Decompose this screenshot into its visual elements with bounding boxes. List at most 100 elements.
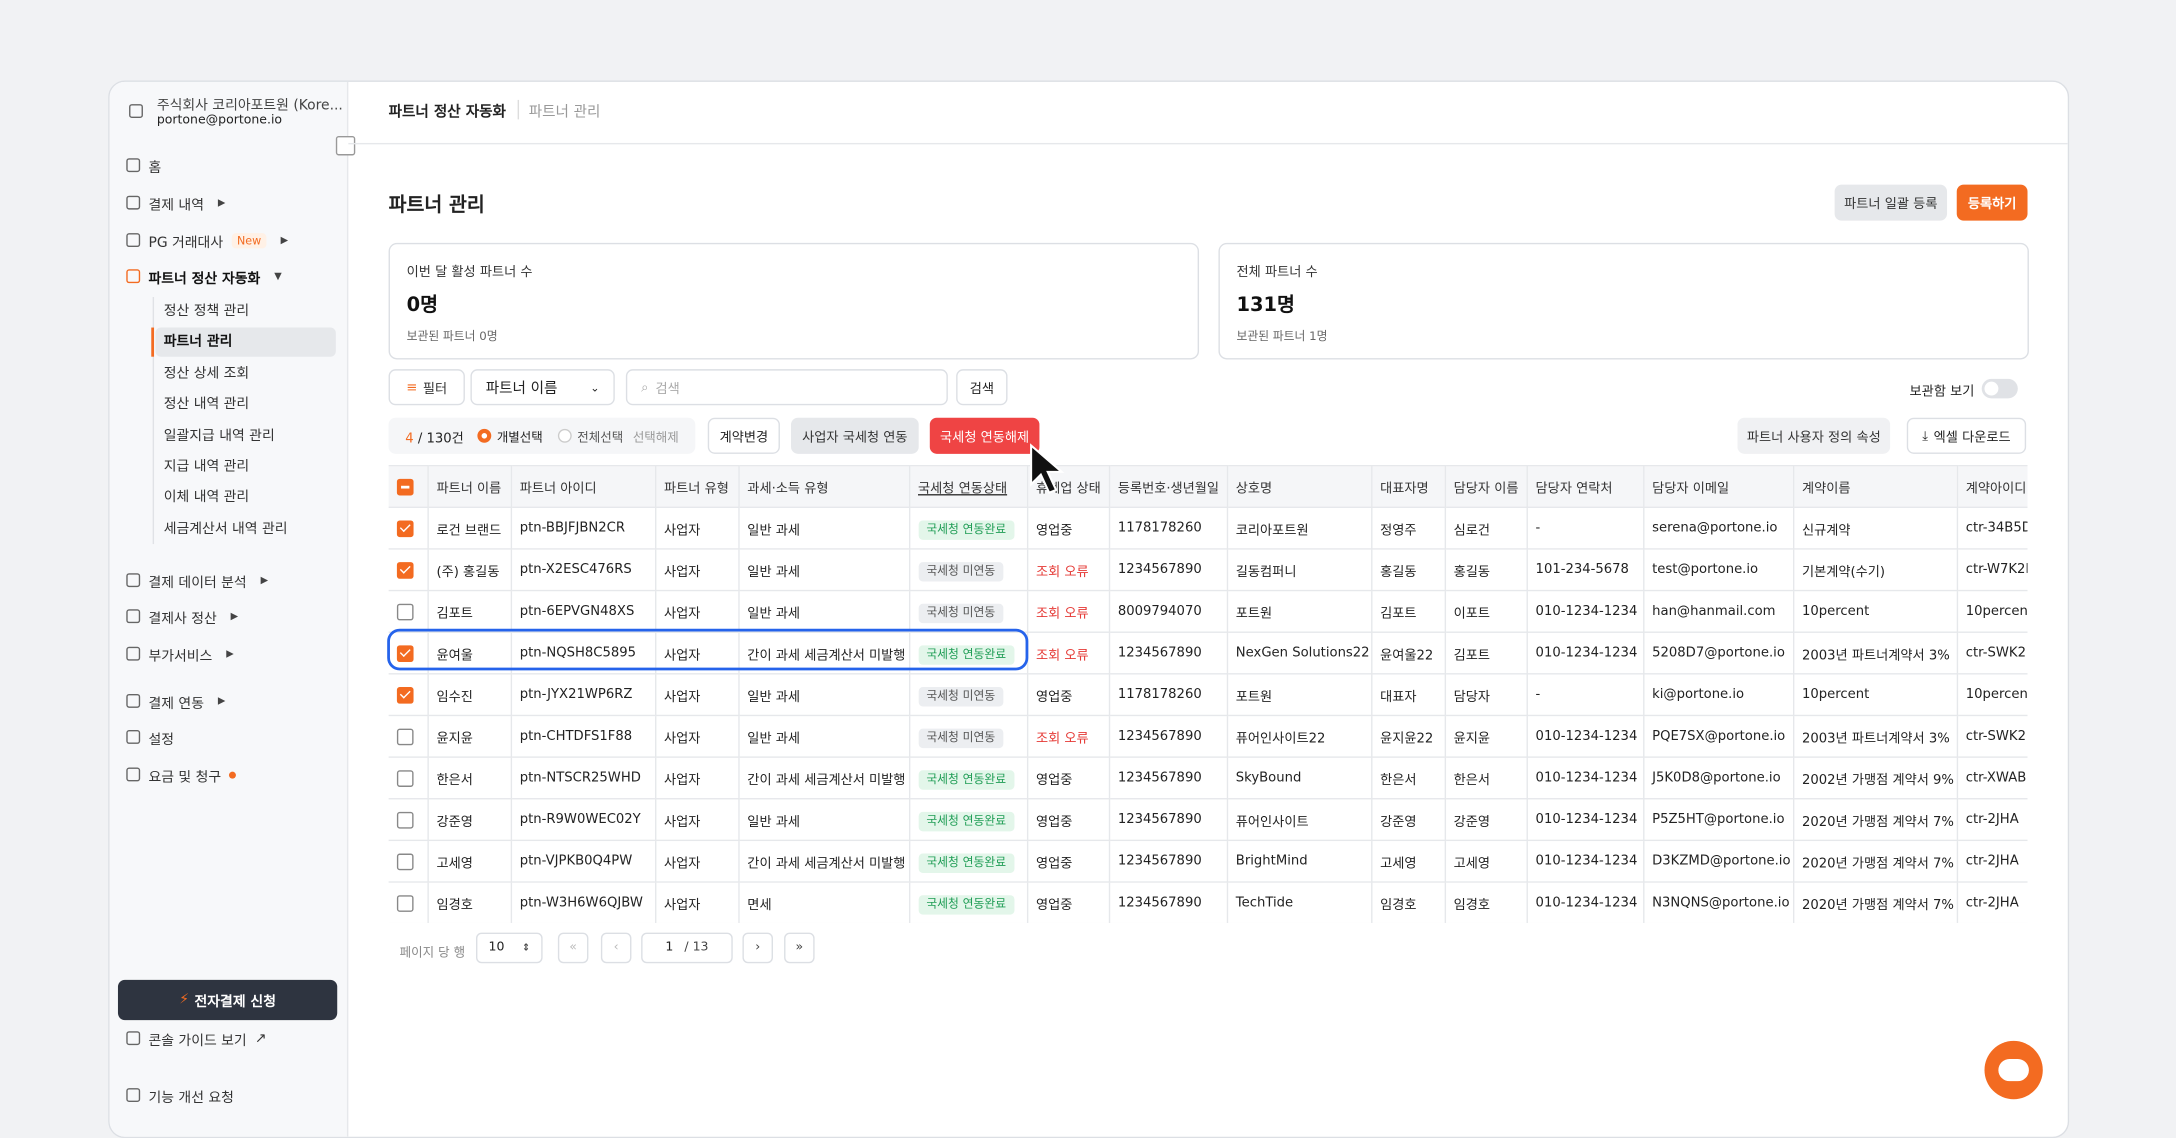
table-cell: 일반 과세 [738, 548, 910, 592]
cell-text: 홍길동 [1453, 564, 1491, 580]
first-page[interactable]: « [557, 932, 589, 964]
table-cell: ptn-VJPKB0Q4PW [510, 840, 656, 883]
table-cell: ptn-BBJFJBN2CR [510, 507, 656, 550]
menu-icon [126, 646, 141, 661]
menu-item[interactable]: 결제 내역 ▶ [126, 192, 225, 214]
last-page[interactable]: » [784, 932, 815, 964]
table-cell: 김포트 [1444, 632, 1528, 675]
submenu-item[interactable]: 세금계산서 내역 관리 [163, 521, 288, 537]
row-checkbox[interactable] [396, 603, 414, 620]
menu-item[interactable]: 결제 연동 ▶ [126, 690, 225, 712]
submenu-item[interactable]: 일괄지급 내역 관리 [163, 428, 275, 444]
table-row[interactable]: 강준영 ptn-R9W0WEC02Y 사업자 일반 과세 국세청 연동완료 영업중 1234… [388, 798, 2028, 842]
table-row[interactable]: 윤지윤 ptn-CHTDFS1F88 사업자 일반 과세 국세청 미연동 조회 오류 123… [388, 715, 2028, 758]
apply-button[interactable]: ⚡ 전자결제 신청 [117, 979, 338, 1021]
menu-icon [126, 233, 141, 248]
submenu-item[interactable]: 정산 내역 관리 [163, 397, 250, 413]
per-page-select[interactable]: 10 ⇕ [476, 932, 543, 964]
table-cell: 국세청 연동완료 [908, 632, 1028, 675]
archive-toggle[interactable] [1981, 378, 2018, 399]
submenu-item[interactable]: 정산 상세 조회 [163, 366, 250, 382]
header-checkbox[interactable] [396, 478, 414, 495]
row-checkbox[interactable] [396, 769, 414, 787]
radio-all[interactable] [557, 428, 572, 443]
checkbox-cell [388, 757, 429, 800]
cell-text: 영업중 [1035, 689, 1073, 705]
radio-individual[interactable] [477, 428, 492, 443]
row-checkbox[interactable] [396, 561, 414, 579]
table-row[interactable]: (주) 홍길동 ptn-X2ESC476RS 사업자 일반 과세 국세청 미연동 조회 오… [388, 548, 2028, 592]
menu-item[interactable]: 결제 데이터 분석 ▶ [126, 569, 268, 591]
table-cell: 사업자 [655, 632, 739, 675]
cell-text: 010-1234-1234 [1535, 645, 1638, 661]
submenu-item[interactable]: 이체 내역 관리 [163, 490, 250, 506]
table-row[interactable]: 한은서 ptn-NTSCR25WHD 사업자 간이 과세 세금계산서 미발행 국세청 연… [388, 757, 2028, 800]
menu-label: 설정 [148, 732, 175, 748]
chat-button[interactable] [1984, 1040, 2043, 1100]
next-page[interactable]: › [742, 932, 773, 964]
page-input[interactable]: 1 / 13 [641, 932, 733, 964]
search-field-select[interactable]: 파트너 이름 ⌄ [470, 369, 615, 406]
row-checkbox[interactable] [396, 686, 414, 703]
prev-page[interactable]: ‹ [600, 932, 632, 964]
table-cell: - [1526, 507, 1644, 550]
table-row[interactable]: 임수진 ptn-JYX21WP6RZ 사업자 일반 과세 국세청 미연동 영업중 11781… [388, 673, 2028, 717]
bulk-register-button[interactable]: 파트너 일괄 등록 [1834, 184, 1948, 221]
excel-download-button[interactable]: ⤓ 엑셀 다운로드 [1906, 417, 2027, 454]
table-cell: 영업중 [1026, 882, 1110, 923]
guide-link[interactable]: 콘솔 가이드 보기 ↗ [126, 1027, 267, 1049]
menu-item[interactable]: 부가서비스 ▶ [126, 643, 234, 665]
feedback-link[interactable]: 기능 개선 요청 [126, 1084, 234, 1106]
menu-icon [126, 195, 141, 210]
chevron: ▶ [230, 610, 239, 622]
nts-link-button[interactable]: 사업자 국세청 연동 [791, 417, 919, 454]
cell-text: ptn-W3H6W6QJBW [519, 895, 643, 911]
nts-status-badge: 국세청 연동완료 [918, 852, 1015, 873]
register-button[interactable]: 등록하기 [1956, 184, 2028, 221]
table-row[interactable]: 고세영 ptn-VJPKB0Q4PW 사업자 간이 과세 세금계산서 미발행 국세청 연… [388, 840, 2028, 883]
menu-item[interactable]: 홈 [126, 154, 161, 176]
cell-text: 퓨어인사이트22 [1235, 730, 1326, 746]
table-cell: ctr-34B5D [1956, 507, 2028, 550]
row-checkbox[interactable] [396, 894, 414, 912]
menu-item[interactable]: 결제사 정산 ▶ [126, 605, 238, 627]
row-checkbox[interactable] [396, 644, 414, 662]
table-row[interactable]: 임경호 ptn-W3H6W6QJBW 사업자 면세 국세청 연동완료 영업중 1234567… [388, 882, 2028, 923]
nts-status-badge: 국세청 미연동 [918, 603, 1004, 623]
search-button[interactable]: 검색 [956, 369, 1008, 406]
search-input[interactable]: ⌕ 검색 [625, 369, 948, 406]
cell-text: 8009794070 [1117, 603, 1202, 620]
deselect-link[interactable]: 선택해제 [632, 431, 679, 446]
table-cell: 국세청 미연동 [908, 673, 1028, 717]
submenu-item[interactable]: 정산 정책 관리 [163, 303, 250, 320]
custom-attr-button[interactable]: 파트너 사용자 정의 속성 [1737, 417, 1891, 454]
row-checkbox[interactable] [396, 727, 414, 745]
company-icon [129, 104, 143, 118]
table-row[interactable]: 김포트 ptn-6EPVGN48XS 사업자 일반 과세 국세청 미연동 조회 오류 800… [388, 590, 2028, 633]
menu-label: 홈 [148, 160, 162, 176]
collapse-button[interactable] [335, 136, 356, 156]
checkbox-cell [388, 715, 429, 758]
menu-item[interactable]: PG 거래대사 New ▶ [126, 229, 288, 251]
table-cell: 8009794070 [1108, 590, 1228, 633]
menu-item[interactable]: 파트너 정산 자동화 ▼ [126, 265, 282, 287]
filter-button[interactable]: ≡ 필터 [388, 369, 465, 406]
table-row[interactable]: 윤여울 ptn-NQSH8C5895 사업자 간이 과세 세금계산서 미발행 국세청 연… [388, 632, 2028, 675]
contract-change-button[interactable]: 계약변경 [707, 417, 780, 454]
cell-text: 윤지윤22 [1380, 730, 1434, 746]
table-cell: 010-1234-1234 [1526, 757, 1644, 800]
submenu-item[interactable]: 지급 내역 관리 [163, 459, 250, 475]
cell-text: 임수진 [436, 689, 473, 705]
chevron: ▶ [280, 234, 289, 246]
submenu-item[interactable]: 파트너 관리 [155, 328, 336, 358]
nts-unlink-button[interactable]: 국세청 연동해제 [929, 417, 1040, 454]
breadcrumb-parent[interactable]: 파트너 정산 자동화 [388, 104, 506, 121]
row-checkbox[interactable] [396, 519, 414, 537]
row-checkbox[interactable] [396, 811, 414, 828]
table-row[interactable]: 로건 브랜드 ptn-BBJFJBN2CR 사업자 일반 과세 국세청 연동완료 영업중 1… [388, 507, 2028, 550]
menu-item[interactable]: 설정 [126, 726, 174, 748]
table-cell: 기본계약(수기) [1792, 548, 1958, 592]
row-checkbox[interactable] [396, 852, 414, 870]
menu-item[interactable]: 요금 및 청구 [126, 763, 237, 785]
